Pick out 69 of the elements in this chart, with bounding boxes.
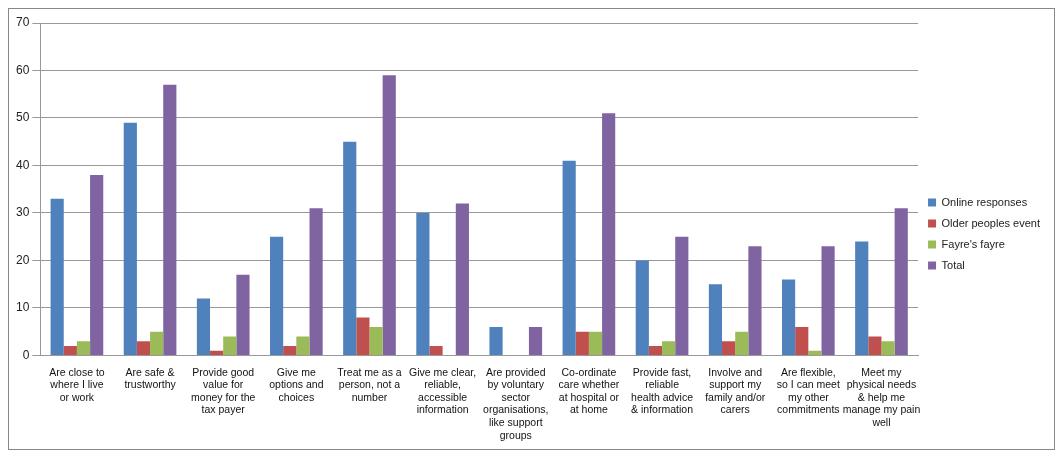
- legend-label: Total: [941, 258, 965, 271]
- bar: [356, 317, 370, 355]
- bar: [236, 274, 250, 355]
- bar: [136, 341, 151, 355]
- bar: [123, 122, 137, 355]
- bar: [489, 326, 503, 355]
- bar: [675, 236, 689, 355]
- bar: [369, 326, 383, 355]
- bar: [821, 246, 835, 355]
- bar: [270, 236, 284, 355]
- bar: [283, 345, 297, 355]
- bar: [562, 160, 576, 355]
- bar: [588, 331, 603, 355]
- x-tick-label: Are safe & trustworthy: [124, 365, 177, 391]
- bar: [76, 341, 91, 355]
- bar: [296, 336, 310, 355]
- bar: [528, 326, 543, 355]
- bar: [735, 331, 749, 355]
- y-tick-label: 50: [15, 110, 30, 125]
- bar: [782, 279, 796, 355]
- bar: [602, 113, 616, 355]
- y-tick-label: 30: [15, 205, 30, 220]
- bar: [223, 336, 237, 355]
- bar: [648, 345, 663, 355]
- x-tick-label: Give me clear, reliable, accessible information: [409, 365, 477, 416]
- bar: [429, 345, 443, 355]
- bar: [881, 341, 895, 355]
- bar: [163, 84, 177, 355]
- legend-label: Older peoples event: [941, 216, 1040, 229]
- bar: [210, 350, 224, 355]
- bar: [309, 208, 323, 355]
- bar: [50, 198, 64, 355]
- bar: [855, 241, 869, 355]
- x-tick-label: Give me options and choices: [269, 365, 324, 403]
- bar: [722, 341, 736, 355]
- legend-label: Online responses: [941, 195, 1028, 208]
- bar: [748, 246, 762, 355]
- bar: [575, 331, 589, 355]
- x-tick-label: Co-ordinate care whether at hospital or at home: [558, 365, 620, 416]
- bar: [416, 212, 430, 355]
- bar: [808, 350, 822, 355]
- x-tick-label: Are flexible, so I can meet my other commitments: [776, 365, 840, 416]
- bar: [894, 208, 908, 355]
- bar: [196, 298, 211, 355]
- bar: [382, 75, 396, 355]
- bar: [63, 345, 77, 355]
- y-tick-label: 0: [22, 347, 30, 362]
- x-tick-label: Are provided by voluntary sector organisations, like support groups: [483, 365, 549, 441]
- bar: [635, 260, 649, 355]
- bar: [343, 141, 357, 355]
- x-tick-label: Treat me as a person, not a number: [337, 365, 402, 403]
- bar: [90, 174, 104, 355]
- x-tick-label: Involve and support my family and/or carers: [705, 365, 766, 416]
- y-tick-label: 20: [15, 252, 30, 267]
- bar: [868, 336, 882, 355]
- x-tick-label: Meet my physical needs & help me manage my pain well: [842, 365, 921, 428]
- bar: [795, 326, 809, 355]
- bar: [150, 331, 164, 355]
- legend-label: Fayre's fayre: [941, 237, 1005, 250]
- bar: [662, 341, 676, 355]
- y-tick-label: 10: [15, 300, 30, 315]
- x-tick-label: Provide good value for money for the tax payer: [191, 365, 256, 416]
- y-tick-label: 40: [15, 157, 30, 172]
- y-tick-label: 70: [15, 15, 30, 30]
- x-tick-label: Provide fast, reliable health advice & information: [631, 365, 694, 416]
- bar: [708, 284, 723, 355]
- bar: [455, 203, 469, 355]
- x-tick-label: Are close to where I live or work: [49, 365, 105, 403]
- y-tick-label: 60: [15, 62, 30, 77]
